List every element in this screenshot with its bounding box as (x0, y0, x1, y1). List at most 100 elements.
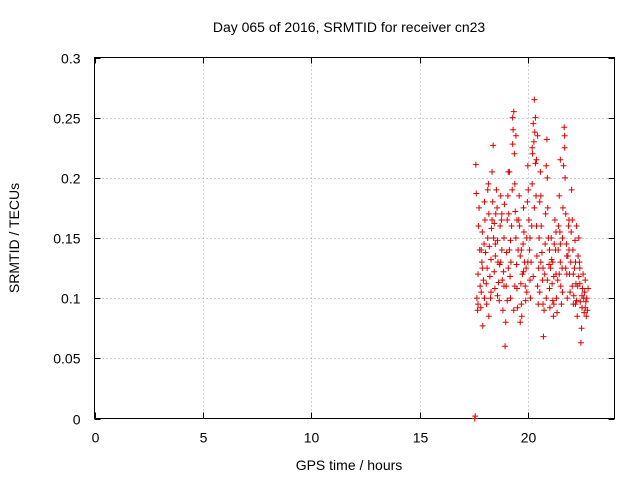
data-point (510, 126, 517, 133)
data-point (472, 161, 479, 168)
data-point (505, 210, 512, 217)
data-point (537, 192, 544, 199)
data-point (577, 339, 584, 346)
data-point (497, 222, 504, 229)
data-point (576, 280, 583, 287)
data-point (511, 150, 518, 157)
data-point (557, 259, 564, 266)
data-point (531, 96, 538, 103)
data-point (488, 225, 495, 232)
data-point (514, 304, 521, 311)
data-point (549, 259, 556, 266)
data-point (534, 283, 541, 290)
data-point (486, 243, 493, 250)
data-point (473, 295, 480, 302)
data-point (488, 256, 494, 263)
data-point (554, 277, 561, 284)
data-point (507, 295, 514, 302)
data-point (575, 273, 582, 280)
x-axis-label: GPS time / hours (296, 457, 403, 473)
y-tick-label: 0.25 (53, 111, 80, 127)
data-point (475, 301, 481, 308)
data-point (559, 204, 566, 211)
data-point (550, 313, 557, 320)
data-point (583, 313, 590, 320)
data-point (509, 114, 516, 121)
data-point (581, 309, 588, 316)
data-point (498, 210, 505, 217)
data-point (477, 283, 484, 290)
data-point (561, 124, 568, 131)
y-tick-label: 0.1 (61, 291, 81, 307)
data-point (530, 138, 537, 145)
data-point (522, 283, 529, 290)
data-point (482, 249, 489, 256)
data-point (530, 120, 537, 127)
data-point (537, 259, 544, 266)
data-point (516, 222, 523, 229)
data-point (497, 259, 504, 266)
data-point (538, 222, 545, 229)
data-point (538, 249, 545, 256)
data-point (473, 190, 480, 197)
data-point (488, 289, 494, 296)
data-point (546, 304, 553, 311)
data-point (477, 304, 484, 311)
data-point (554, 309, 561, 316)
data-point (510, 108, 517, 115)
data-point (543, 136, 550, 143)
data-point (478, 259, 485, 266)
data-point (540, 333, 547, 340)
data-point (479, 265, 486, 272)
data-point (531, 129, 538, 136)
data-point (484, 235, 491, 241)
data-point (563, 253, 570, 260)
data-point (580, 271, 587, 278)
data-point (525, 186, 532, 193)
data-point (560, 162, 567, 169)
data-point (522, 297, 529, 304)
data-point (555, 247, 562, 254)
data-point (485, 313, 492, 320)
data-point (579, 285, 586, 292)
y-tick-label: 0.15 (53, 231, 80, 247)
data-point (518, 301, 525, 308)
data-point (568, 228, 575, 235)
data-point (534, 132, 541, 139)
data-point (564, 295, 571, 302)
data-point (483, 301, 490, 308)
data-point (561, 144, 568, 151)
x-tick-label: 10 (304, 430, 320, 446)
data-point (536, 289, 543, 296)
data-point (533, 156, 540, 163)
x-tick-label: 0 (92, 430, 100, 446)
data-point (472, 413, 479, 420)
y-tick-label: 0.05 (53, 351, 80, 367)
data-point (512, 235, 519, 241)
data-point (537, 168, 544, 175)
data-point (547, 265, 554, 272)
data-point (571, 265, 578, 272)
data-point (555, 222, 562, 229)
data-point (524, 259, 531, 266)
data-point (559, 235, 566, 241)
data-point (567, 289, 574, 296)
data-point (551, 241, 558, 248)
data-point (475, 222, 482, 229)
data-point (542, 241, 549, 248)
axis-ticks (94, 57, 615, 420)
data-point (546, 285, 553, 292)
data-point (478, 289, 485, 296)
data-point (566, 216, 572, 223)
data-point (520, 241, 527, 248)
data-point (561, 132, 568, 139)
data-point (530, 273, 537, 280)
data-point (517, 253, 524, 260)
data-point (544, 204, 551, 211)
data-point (498, 216, 505, 223)
data-point (529, 150, 536, 157)
y-tick-label: 0.3 (61, 51, 81, 67)
data-point (562, 174, 569, 181)
data-point (502, 319, 509, 326)
data-point (520, 268, 527, 275)
